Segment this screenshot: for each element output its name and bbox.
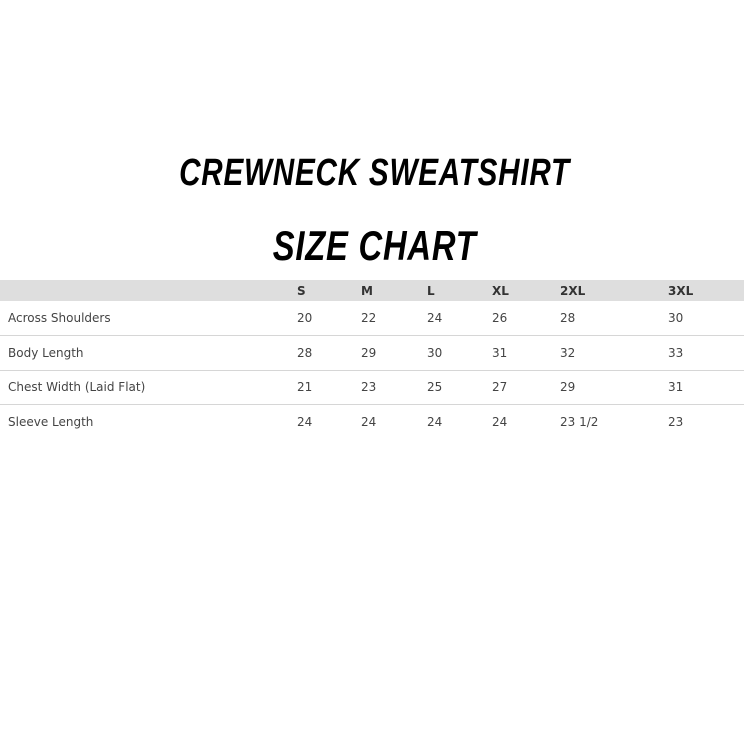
row-label: Across Shoulders: [8, 311, 111, 325]
column-header: 3XL: [668, 284, 694, 298]
table-cell: 23: [361, 380, 377, 394]
table-cell: 25: [427, 380, 443, 394]
table-cell: 32: [560, 345, 576, 360]
page-title: CREWNECK SWEATSHIRT: [0, 152, 750, 195]
table-cell: 24: [492, 414, 508, 429]
column-header: L: [427, 284, 435, 298]
column-header: XL: [492, 284, 509, 298]
page-subtitle: SIZE CHART: [0, 222, 750, 270]
table-cell: 31: [668, 380, 684, 394]
table-cell: 29: [361, 345, 377, 360]
table-header: [0, 280, 744, 301]
table-cell: 27: [492, 380, 508, 394]
row-label: Body Length: [8, 345, 84, 360]
table-cell: 33: [668, 345, 684, 360]
table-cell: 22: [361, 311, 377, 325]
row-divider: [0, 369, 744, 371]
table-cell: 24: [427, 311, 443, 325]
table-cell: 23: [668, 414, 684, 429]
column-header: S: [297, 284, 306, 298]
row-divider: [0, 404, 744, 405]
column-header: M: [361, 284, 373, 298]
table-cell: 28: [560, 311, 576, 325]
title-text: CREWNECK SWEATSHIRT: [179, 152, 571, 194]
table-cell: 20: [297, 311, 313, 325]
table-cell: 23 1/2: [560, 414, 599, 429]
table-cell: 24: [361, 414, 377, 429]
row-divider: [0, 335, 744, 336]
row-label: Chest Width (Laid Flat): [8, 380, 146, 394]
row-label: Sleeve Length: [8, 414, 94, 429]
table-cell: 31: [492, 345, 508, 360]
table-cell: 21: [297, 380, 313, 394]
table-cell: 26: [492, 311, 508, 325]
subtitle-text: SIZE CHART: [273, 222, 477, 269]
table-cell: 30: [427, 345, 443, 360]
table-cell: 24: [297, 414, 313, 429]
column-header: 2XL: [560, 284, 586, 298]
table-cell: 28: [297, 345, 313, 360]
table-cell: 29: [560, 380, 576, 394]
table-cell: 30: [668, 311, 684, 325]
table-cell: 24: [427, 414, 443, 429]
